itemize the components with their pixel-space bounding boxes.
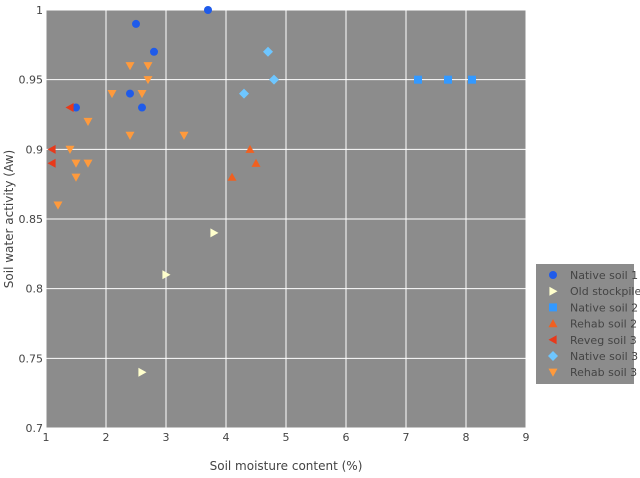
rehab-soil-3-point [143, 76, 153, 85]
native-soil-2-point [444, 75, 452, 84]
native-soil-1-point [138, 103, 146, 112]
rehab-soil-3-point [71, 173, 81, 182]
legend-marker-rehab-soil-3 [548, 368, 558, 377]
data-points [47, 6, 476, 377]
rehab-soil-3-point [83, 159, 93, 168]
old-stockpile-point [210, 228, 219, 238]
reveg-soil-3-point [47, 144, 56, 154]
legend-marker-reveg-soil-3 [548, 335, 557, 345]
reveg-soil-3-point [65, 103, 74, 113]
legend-marker-native-soil-2 [549, 303, 557, 312]
rehab-soil-3-point [53, 201, 63, 210]
y-tick-label: 1 [36, 4, 43, 17]
x-axis-title: Soil moisture content (%) [210, 459, 363, 473]
rehab-soil-3-point [137, 90, 147, 99]
legend-marker-native-soil-3 [548, 351, 558, 361]
rehab-soil-3-point [125, 131, 135, 140]
y-tick-label: 0.7 [26, 422, 44, 435]
rehab-soil-3-point [83, 117, 93, 126]
x-tick-label: 7 [403, 431, 410, 444]
y-tick-label: 0.85 [19, 213, 44, 226]
rehab-soil-3-point [179, 131, 189, 140]
y-tick-label: 0.9 [26, 143, 44, 156]
legend-label: Reveg soil 3 [570, 334, 637, 347]
native-soil-1-point [204, 6, 212, 14]
x-tick-label: 8 [463, 431, 470, 444]
y-axis-ticks: 0.7 0.75 0.8 0.85 0.9 0.95 1 [19, 4, 44, 435]
old-stockpile-point [138, 367, 147, 377]
x-tick-label: 4 [223, 431, 230, 444]
old-stockpile-point [162, 270, 171, 280]
x-tick-label: 1 [43, 431, 50, 444]
x-tick-label: 3 [163, 431, 170, 444]
rehab-soil-3-point [125, 62, 135, 71]
legend-label: Old stockpile [570, 285, 640, 298]
rehab-soil-3-point [143, 62, 153, 71]
x-axis-ticks: 1 2 3 4 5 6 7 8 9 [43, 431, 530, 444]
y-tick-label: 0.95 [19, 74, 44, 87]
x-tick-label: 9 [523, 431, 530, 444]
native-soil-1-point [72, 103, 80, 112]
rehab-soil-3-point [107, 90, 117, 99]
native-soil-3-point [239, 88, 249, 99]
legend-marker-old-stockpile [549, 286, 558, 296]
legend-label: Rehab soil 3 [570, 366, 637, 379]
y-tick-label: 0.8 [26, 283, 44, 296]
legend-label: Rehab soil 2 [570, 318, 637, 331]
y-axis-title: Soil water activity (Aw) [2, 150, 16, 288]
rehab-soil-3-point [65, 145, 75, 154]
legend-marker-rehab-soil-2 [548, 319, 558, 328]
rehab-soil-2-point [251, 158, 261, 167]
x-tick-label: 2 [103, 431, 110, 444]
native-soil-1-point [150, 47, 158, 56]
native-soil-2-point [414, 75, 422, 84]
legend-label: Native soil 2 [570, 301, 638, 314]
native-soil-1-point [126, 89, 134, 98]
native-soil-2-point [468, 75, 476, 84]
legend: Native soil 1 Old stockpile Native soil 2 R… [536, 264, 640, 384]
rehab-soil-2-point [245, 144, 255, 153]
legend-marker-native-soil-1 [549, 271, 557, 279]
native-soil-1-point [132, 19, 140, 28]
rehab-soil-3-point [71, 159, 81, 168]
rehab-soil-2-point [227, 172, 237, 181]
grid-lines [45, 9, 527, 429]
x-tick-label: 5 [283, 431, 290, 444]
y-tick-label: 0.75 [19, 352, 44, 365]
reveg-soil-3-point [47, 158, 56, 168]
x-tick-label: 6 [343, 431, 350, 444]
native-soil-3-point [263, 46, 273, 57]
legend-label: Native soil 1 [570, 269, 638, 282]
native-soil-3-point [269, 74, 279, 85]
legend-label: Native soil 3 [570, 350, 638, 363]
